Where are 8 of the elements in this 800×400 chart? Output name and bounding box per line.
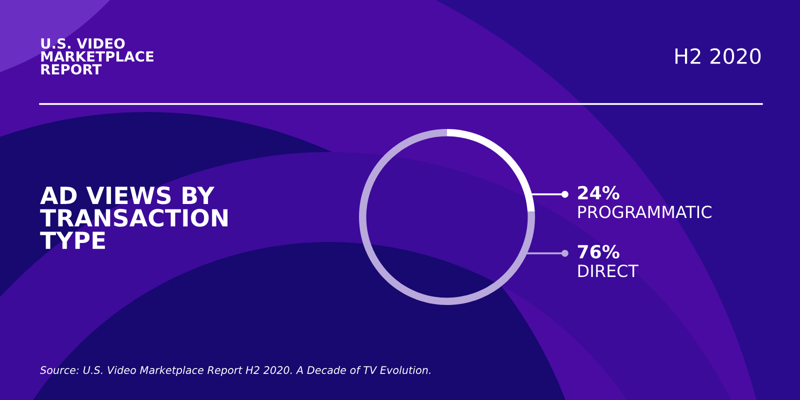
text: H2 2020 bbox=[675, 48, 761, 64]
text: AD VIEWS BY TRANSACTION TYPE bbox=[40, 186, 228, 249]
text: U.S. VIDEO MARKETPLACE REPORT bbox=[41, 38, 154, 75]
legend-label: DIRECT bbox=[578, 264, 638, 278]
data-label: 24% bbox=[578, 186, 620, 200]
legend-label: PROGRAMMATIC bbox=[578, 206, 712, 218]
source-note: Source: U.S. Video Marketplace Report H2 2020. A Decade of TV Evolution. bbox=[40, 366, 430, 376]
data-label: 76% bbox=[578, 244, 620, 259]
